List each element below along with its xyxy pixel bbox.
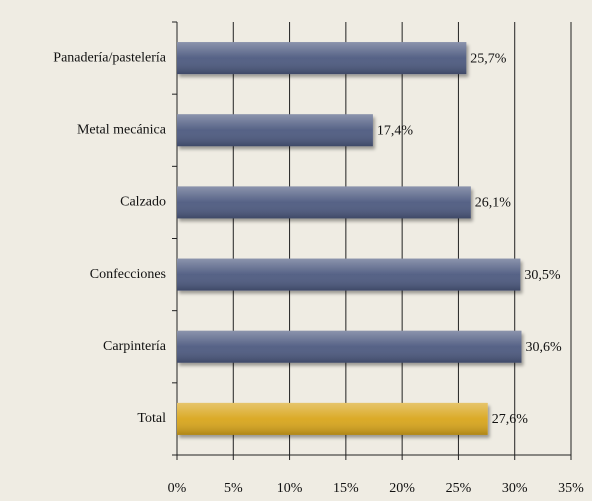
x-tick-label: 30%: [502, 481, 528, 496]
bar-sheen: [177, 42, 467, 75]
value-label: 30,6%: [525, 340, 562, 355]
bar-sheen: [177, 402, 488, 435]
value-label: 27,6%: [492, 412, 529, 427]
bar-sheen: [177, 186, 471, 219]
y-tick-label: Metal mecánica: [77, 122, 167, 137]
value-label: 17,4%: [377, 123, 414, 138]
y-tick-label: Total: [137, 411, 166, 426]
y-tick-label: Calzado: [120, 195, 166, 210]
value-label: 25,7%: [470, 51, 507, 66]
y-tick-label: Confecciones: [90, 267, 166, 282]
x-tick-label: 0%: [168, 481, 187, 496]
bar-sheen: [177, 330, 522, 363]
bar-sheen: [177, 114, 373, 147]
x-tick-label: 15%: [333, 481, 359, 496]
x-tick-label: 20%: [389, 481, 415, 496]
x-tick-label: 5%: [224, 481, 243, 496]
bar-sheen: [177, 258, 521, 291]
x-tick-label: 35%: [558, 481, 584, 496]
x-tick-label: 10%: [277, 481, 303, 496]
x-tick-label: 25%: [446, 481, 472, 496]
value-label: 26,1%: [475, 196, 512, 211]
value-label: 30,5%: [524, 268, 561, 283]
y-tick-label: Carpintería: [103, 339, 167, 354]
y-tick-label: Panadería/pastelería: [53, 50, 167, 65]
